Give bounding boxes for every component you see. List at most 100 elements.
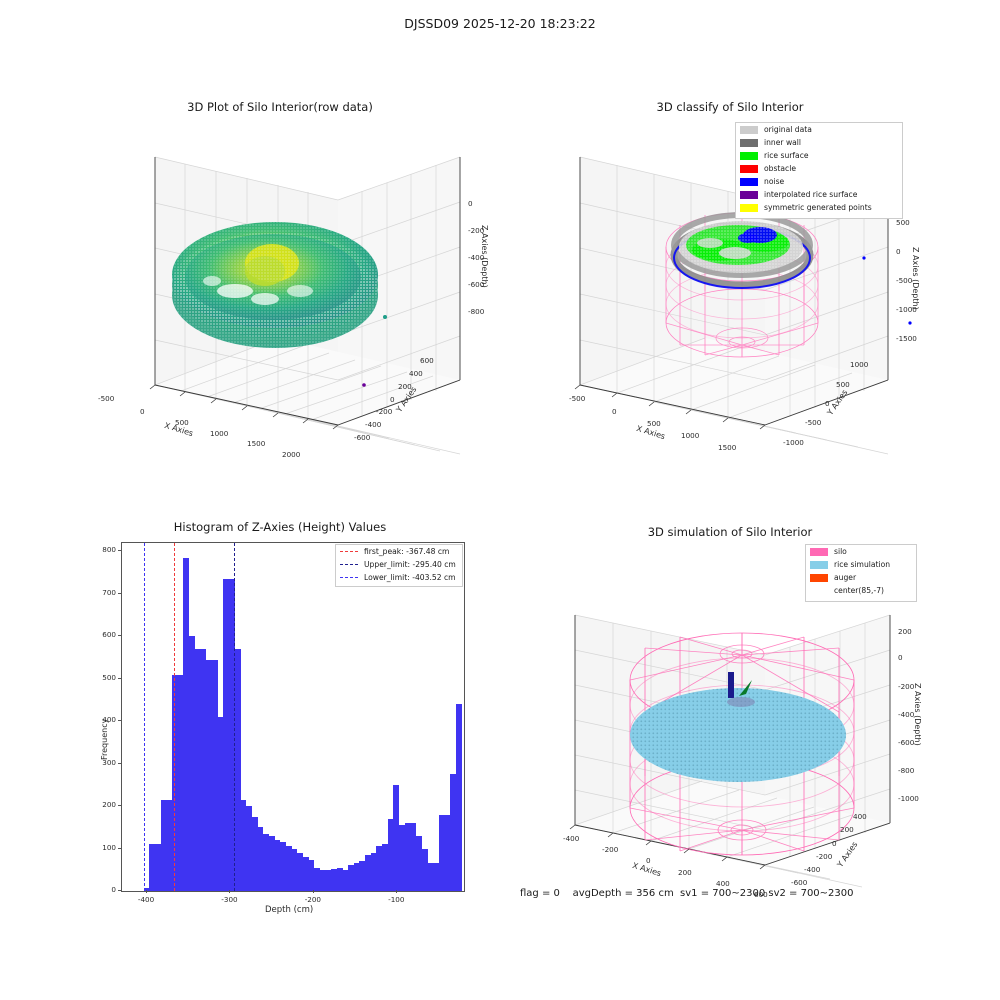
histogram-bar bbox=[438, 814, 445, 891]
histogram-bar bbox=[194, 649, 201, 891]
panel1-ztick-0: 0 bbox=[468, 199, 473, 208]
panel2-ztick-4: -1500 bbox=[896, 334, 917, 343]
panel1-spines bbox=[154, 157, 461, 426]
histogram-bar bbox=[336, 868, 343, 891]
panel4-ztick-5: -800 bbox=[898, 766, 915, 775]
histogram-bar bbox=[262, 833, 269, 891]
histogram-bar bbox=[387, 818, 394, 891]
panel-3d-plot-raw[interactable]: 3D Plot of Silo Interior(row data) bbox=[60, 95, 500, 475]
panel-histogram[interactable]: Histogram of Z-Axies (Height) Values Fre… bbox=[95, 520, 495, 920]
histogram-plot-area[interactable] bbox=[121, 542, 465, 892]
histogram-bar bbox=[449, 774, 457, 891]
histogram-ytickmark bbox=[118, 592, 121, 594]
histogram-ytickmark bbox=[118, 890, 121, 891]
panel1-ytick-0: 600 bbox=[420, 356, 434, 365]
histogram-ytickmark bbox=[118, 720, 121, 722]
panel2-ztick-1: 0 bbox=[896, 247, 901, 256]
histogram-bar bbox=[398, 825, 405, 891]
histogram-bar bbox=[279, 842, 286, 891]
panel4-ytick-0: 400 bbox=[853, 812, 867, 821]
histogram-bar bbox=[410, 823, 417, 891]
panel4-ytick-4: -400 bbox=[804, 865, 821, 874]
panel1-xtick-0: -500 bbox=[98, 394, 115, 403]
panel4-legend-swatch-3 bbox=[810, 587, 828, 595]
panel4-ztick-3: -400 bbox=[898, 710, 915, 719]
panel4-legend-label-1: rice simulation bbox=[834, 560, 891, 569]
panel2-legend-item-2: rice surface bbox=[736, 149, 902, 162]
panel4-legend-item-1: rice simulation bbox=[806, 558, 916, 571]
panel4-xtick-3: 200 bbox=[678, 868, 692, 877]
panel2-classified-points bbox=[670, 212, 912, 325]
panel3-legend-item-2: Lower_limit: -403.52 cm bbox=[336, 571, 462, 584]
histogram-ytick: 0 bbox=[111, 885, 116, 894]
panel3-ylabel: Frequency bbox=[100, 718, 109, 760]
histogram-bar bbox=[359, 861, 366, 891]
histogram-ytick: 800 bbox=[102, 545, 116, 555]
panel2-legend-label-6: symmetric generated points bbox=[764, 203, 872, 212]
histogram-bar bbox=[177, 674, 184, 891]
panel3-legend-item-0: first_peak: -367.48 cm bbox=[336, 545, 462, 558]
panel4-legend-label-3: center(85,-7) bbox=[834, 586, 885, 595]
panel1-ztick-1: -200 bbox=[468, 226, 485, 235]
panel1-title: 3D Plot of Silo Interior(row data) bbox=[187, 100, 373, 114]
panel4-legend-swatch-1 bbox=[810, 560, 828, 569]
panel4-legend-swatch-0 bbox=[810, 547, 828, 556]
panel2-legend-swatch-3 bbox=[740, 164, 758, 173]
histogram-bar bbox=[364, 854, 371, 891]
panel1-xtick-2: 500 bbox=[175, 418, 189, 427]
panel2-xtick-4: 1500 bbox=[718, 443, 737, 452]
panel2-xtick-2: 500 bbox=[647, 419, 661, 428]
panel1-tickmarks bbox=[149, 384, 339, 430]
histogram-bar bbox=[223, 579, 230, 891]
histogram-bar bbox=[313, 867, 320, 891]
panel3-legend[interactable]: first_peak: -367.48 cm Upper_limit: -295.… bbox=[335, 544, 463, 587]
panel4-legend-swatch-2 bbox=[810, 573, 828, 582]
panel2-legend-label-2: rice surface bbox=[764, 151, 809, 160]
panel2-legend-label-4: noise bbox=[764, 177, 785, 186]
histogram-ytick: 300 bbox=[102, 757, 116, 767]
panel1-xtick-3: 1000 bbox=[210, 429, 229, 438]
panel2-ztick-0: 500 bbox=[896, 218, 910, 227]
panel4-legend-item-3: center(85,-7) bbox=[806, 584, 916, 597]
panel-3d-classify[interactable]: 3D classify of Silo Interior bbox=[520, 95, 980, 475]
panel2-ytick-0: 1000 bbox=[850, 360, 869, 369]
panel2-legend-swatch-5 bbox=[740, 190, 758, 199]
histogram-bar bbox=[166, 799, 173, 891]
panel-3d-simulation[interactable]: 3D simulation of Silo Interior bbox=[520, 520, 980, 900]
histogram-bar bbox=[376, 846, 383, 891]
histogram-xtickmark bbox=[312, 890, 314, 893]
panel2-legend[interactable]: original data inner wall rice surface obsta… bbox=[735, 122, 903, 219]
histogram-bar bbox=[319, 869, 326, 891]
panel2-xtick-0: -500 bbox=[569, 394, 586, 403]
panel2-legend-item-4: noise bbox=[736, 175, 902, 188]
panel3-legend-dash-0 bbox=[340, 551, 358, 552]
histogram-bar bbox=[160, 799, 167, 891]
panel4-axes-3d bbox=[569, 614, 891, 888]
histogram-bar bbox=[217, 717, 224, 891]
histogram-bar bbox=[240, 799, 247, 891]
histogram-ytickmark bbox=[118, 635, 121, 637]
panel1-axes-3d bbox=[149, 156, 461, 455]
panel1-ztick-4: -800 bbox=[468, 307, 485, 316]
histogram-bar bbox=[325, 869, 332, 891]
panel2-legend-swatch-4 bbox=[740, 177, 758, 186]
histogram-bar bbox=[444, 814, 451, 891]
panel3-legend-label-2: Lower_limit: -403.52 cm bbox=[364, 573, 456, 582]
panel4-xtick-4: 400 bbox=[716, 879, 730, 888]
panel2-spines bbox=[579, 157, 889, 426]
panel2-legend-label-1: inner wall bbox=[764, 138, 802, 147]
histogram-ytick: 100 bbox=[102, 842, 116, 852]
histogram-bar bbox=[143, 887, 150, 891]
histogram-bar bbox=[251, 816, 258, 891]
panel4-title: 3D simulation of Silo Interior bbox=[647, 525, 813, 539]
panel4-zlabel: Z Axies (Depth) bbox=[913, 683, 922, 746]
panel2-tickmarks bbox=[574, 384, 766, 430]
panel4-legend[interactable]: silo rice simulation auger center(85,-7) bbox=[805, 544, 917, 602]
histogram-ytick: 400 bbox=[102, 715, 116, 725]
panel4-tickmarks bbox=[569, 824, 766, 870]
histogram-bar bbox=[347, 864, 354, 891]
panel2-ztick-3: -1000 bbox=[896, 305, 917, 314]
histogram-bar bbox=[189, 636, 196, 891]
panel3-legend-dash-1 bbox=[340, 564, 358, 565]
